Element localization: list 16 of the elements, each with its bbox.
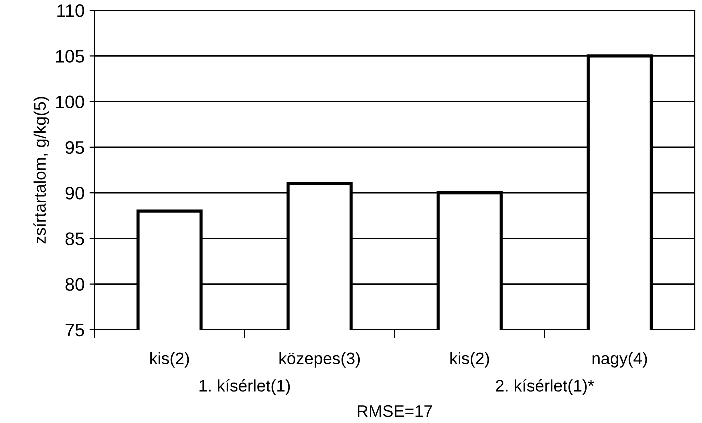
y-tick-label: 85 <box>66 232 84 246</box>
y-tick-label: 75 <box>66 324 84 337</box>
text: RMSE=17 <box>358 405 432 418</box>
y-tick-label: 105 <box>56 50 84 63</box>
y-tick-label: 110 <box>58 4 84 18</box>
y-axis-title: zsírtartalom, g/kg(5) <box>34 97 50 244</box>
y-tick-label: 80 <box>66 278 84 292</box>
y-tick-label: 100 <box>56 96 84 109</box>
x-tick-label: közepes(3) <box>280 352 360 368</box>
y-tick-label: 90 <box>66 187 84 200</box>
x-tick-label: kis(2) <box>450 352 490 368</box>
y-tick-label: 95 <box>66 141 84 154</box>
x-tick-label: kis(2) <box>150 352 190 368</box>
text: 2. kísérlet(1)* <box>496 379 594 396</box>
text: 1. kísérlet(1) <box>200 379 290 396</box>
x-tick-label: nagy(4) <box>592 352 648 368</box>
